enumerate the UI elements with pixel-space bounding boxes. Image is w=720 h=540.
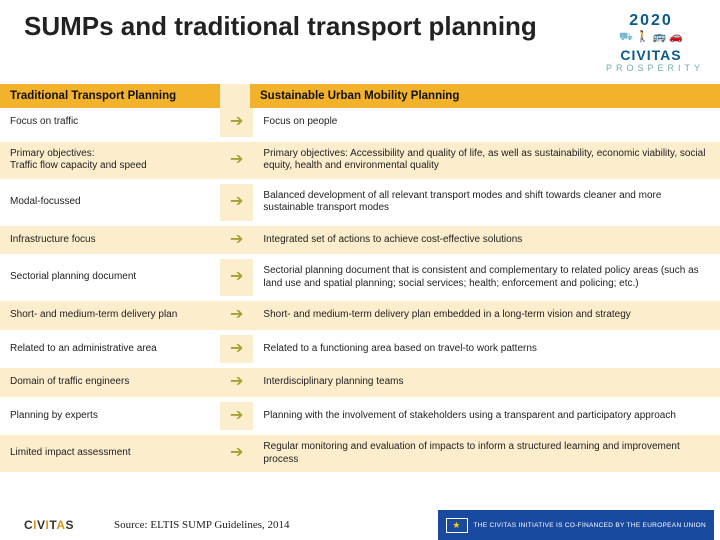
arrow-right-icon: ➔ xyxy=(230,341,243,357)
arrow-right-icon: ➔ xyxy=(230,307,243,323)
cell-sump: Short- and medium-term delivery plan emb… xyxy=(253,299,720,333)
comparison-table: Traditional Transport Planning Sustainab… xyxy=(0,84,720,477)
arrow-right-icon: ➔ xyxy=(230,114,243,130)
eu-cofinance-badge: ★ THE CIVITAS INITIATIVE IS CO-FINANCED … xyxy=(438,510,714,540)
arrow-cell: ➔ xyxy=(220,332,253,366)
cell-traditional: Primary objectives: Traffic flow capacit… xyxy=(0,139,220,181)
table-row: Related to an administrative area ➔ Relate… xyxy=(0,332,720,366)
arrow-right-icon: ➔ xyxy=(230,445,243,461)
civitas-2020-logo: 2020 ⛟ 🚶 🚌 🚗 CIVITAS PROSPERITY xyxy=(606,12,696,72)
arrow-cell: ➔ xyxy=(220,433,253,475)
cell-sump: Primary objectives: Accessibility and qu… xyxy=(253,139,720,181)
cell-sump: Regular monitoring and evaluation of imp… xyxy=(253,433,720,475)
cell-sump: Integrated set of actions to achieve cos… xyxy=(253,223,720,257)
table-row: Short- and medium-term delivery plan ➔ Sho… xyxy=(0,299,720,333)
table-row: Sectorial planning document ➔ Sectorial pl… xyxy=(0,257,720,299)
cell-sump: Focus on people xyxy=(253,108,720,139)
source-citation: Source: ELTIS SUMP Guidelines, 2014 xyxy=(114,519,290,531)
arrow-cell: ➔ xyxy=(220,139,253,181)
table-row: Limited impact assessment ➔ Regular monito… xyxy=(0,433,720,475)
cell-sump: Planning with the involvement of stakeho… xyxy=(253,399,720,433)
civitas-footer-logo: CIVITAS xyxy=(6,518,74,532)
arrow-cell: ➔ xyxy=(220,399,253,433)
footer: CIVITAS Source: ELTIS SUMP Guidelines, 2… xyxy=(0,510,720,540)
arrow-cell: ➔ xyxy=(220,181,253,223)
table-row: Infrastructure focus ➔ Integrated set of a… xyxy=(0,223,720,257)
table-row: Primary objectives: Traffic flow capacit… xyxy=(0,139,720,181)
cell-traditional: Sectorial planning document xyxy=(0,257,220,299)
arrow-right-icon: ➔ xyxy=(230,232,243,248)
cell-sump: Interdisciplinary planning teams xyxy=(253,366,720,400)
cell-traditional: Infrastructure focus xyxy=(0,223,220,257)
table-row: Modal-focussed ➔ Balanced development of a… xyxy=(0,181,720,223)
arrow-cell: ➔ xyxy=(220,223,253,257)
cell-sump: Sectorial planning document that is cons… xyxy=(253,257,720,299)
arrow-cell: ➔ xyxy=(220,299,253,333)
arrow-right-icon: ➔ xyxy=(230,152,243,168)
cell-sump: Related to a functioning area based on t… xyxy=(253,332,720,366)
cell-traditional: Focus on traffic xyxy=(0,108,220,139)
cell-traditional: Domain of traffic engineers xyxy=(0,366,220,400)
column-header-left: Traditional Transport Planning xyxy=(0,84,220,108)
arrow-right-icon: ➔ xyxy=(230,269,243,285)
arrow-right-icon: ➔ xyxy=(230,374,243,390)
cell-traditional: Limited impact assessment xyxy=(0,433,220,475)
cell-traditional: Modal-focussed xyxy=(0,181,220,223)
arrow-cell: ➔ xyxy=(220,257,253,299)
arrow-right-icon: ➔ xyxy=(230,408,243,424)
cell-traditional: Short- and medium-term delivery plan xyxy=(0,299,220,333)
table-row: Planning by experts ➔ Planning with the in… xyxy=(0,399,720,433)
arrow-cell: ➔ xyxy=(220,366,253,400)
table-row: Domain of traffic engineers ➔ Interdiscipl… xyxy=(0,366,720,400)
cell-traditional: Planning by experts xyxy=(0,399,220,433)
arrow-cell: ➔ xyxy=(220,108,253,139)
cell-sump: Balanced development of all relevant tra… xyxy=(253,181,720,223)
table-header-row: Traditional Transport Planning Sustainab… xyxy=(0,84,720,108)
table-row: Focus on traffic ➔ Focus on people xyxy=(0,108,720,139)
arrow-right-icon: ➔ xyxy=(230,194,243,210)
cell-traditional: Related to an administrative area xyxy=(0,332,220,366)
eu-flag-icon: ★ xyxy=(446,518,468,533)
column-header-right: Sustainable Urban Mobility Planning xyxy=(250,84,720,108)
page-title: SUMPs and traditional transport planning xyxy=(24,12,537,41)
